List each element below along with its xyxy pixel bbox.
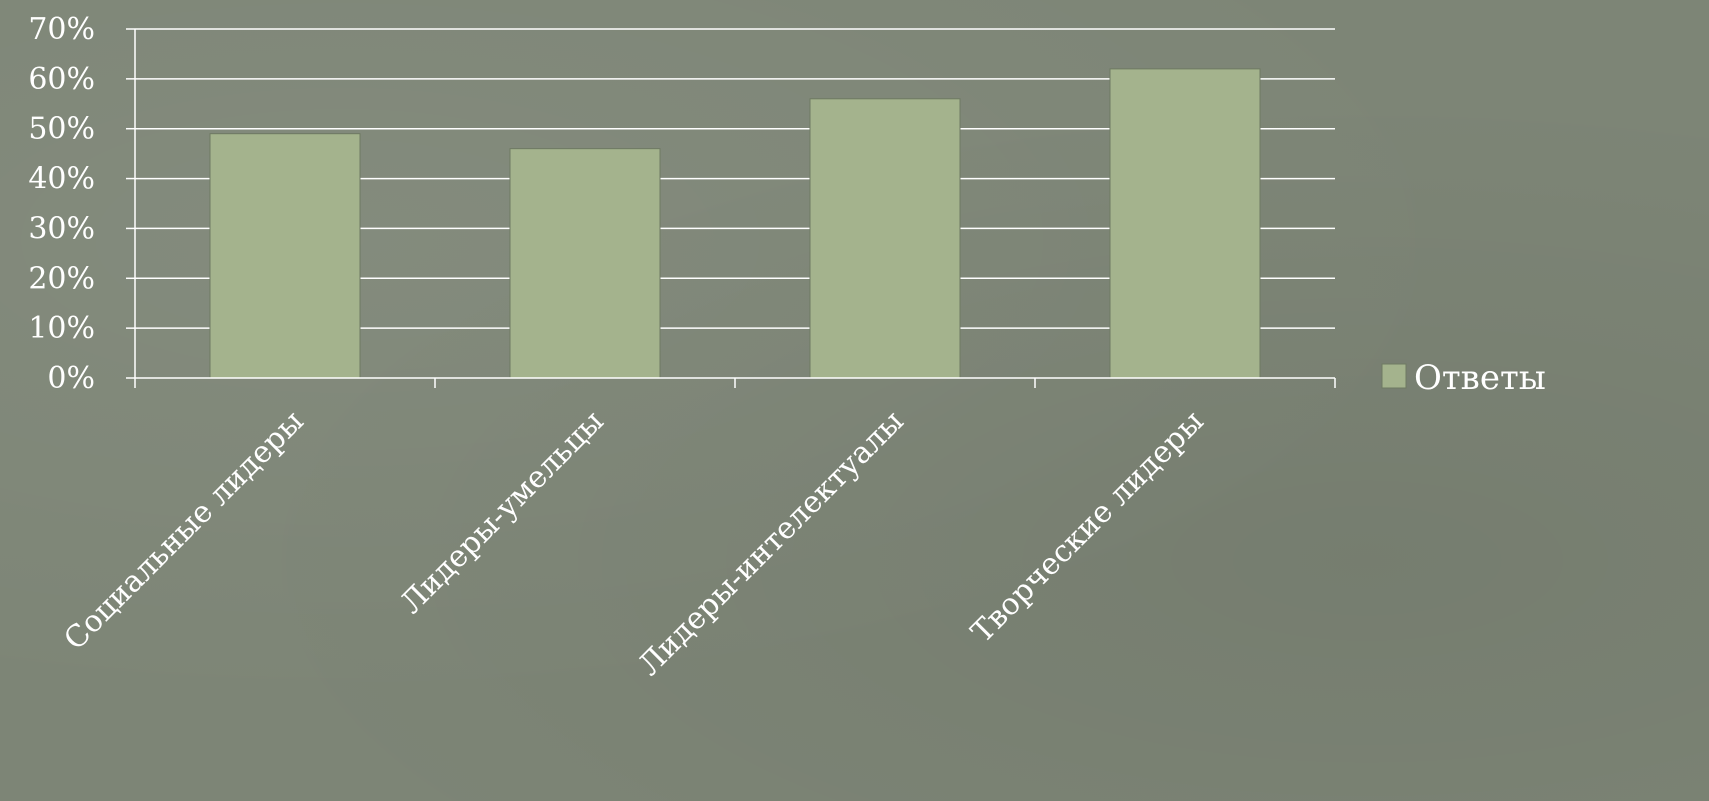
y-tick-label: 10% [28,311,95,346]
y-tick-labels: 0% 10% 20% 30% 40% 50% 60% 70% [28,12,95,396]
bar [1109,68,1261,379]
y-tick-label: 50% [28,112,95,147]
bar [809,98,961,379]
y-tick-label: 0% [47,361,95,396]
category-label: Творческие лидеры [965,404,1211,650]
y-tick-label: 20% [28,261,95,296]
legend-swatch [1381,363,1407,389]
y-tick-label: 40% [28,162,95,197]
legend-label: Ответы [1414,358,1546,398]
y-tick-label: 30% [28,211,95,246]
y-tick-label: 60% [28,62,95,97]
category-label: Социальные лидеры [57,404,310,657]
category-labels: Социальные лидеры Лидеры-умельцы Лидеры-ин… [57,404,1210,683]
y-tick-label: 70% [28,12,95,47]
legend: Ответы [1381,358,1546,398]
x-tick-marks [134,378,1336,388]
bars [209,68,1261,379]
bar [509,148,661,379]
category-label: Лидеры-интелектуалы [632,404,911,683]
category-label: Лидеры-умельцы [394,404,611,621]
bar [209,133,361,379]
